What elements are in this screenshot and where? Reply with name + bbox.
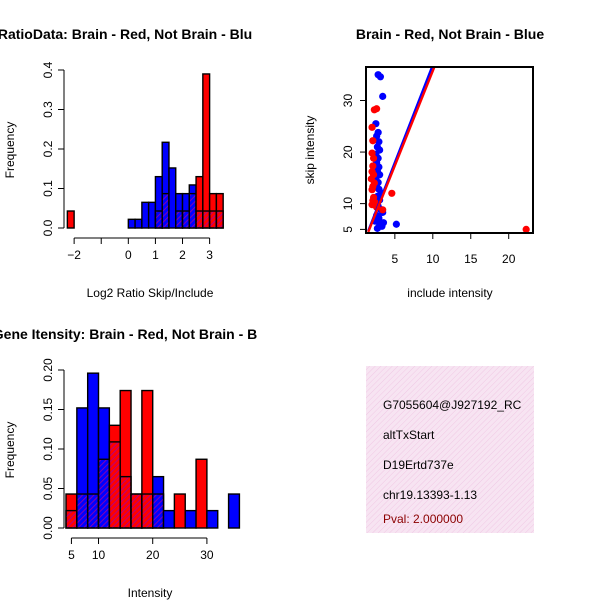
- histogram-bar-overlap: [76, 493, 89, 529]
- gene-intensity-histogram-bars: [65, 372, 241, 529]
- ratio-histogram-bars: [66, 73, 224, 229]
- gene-info-pval: Pval: 2.000000: [383, 512, 463, 526]
- gene-intensity-histogram-ylabel: Frequency: [3, 422, 17, 479]
- intensity-scatter-plot: [367, 67, 530, 233]
- gene-intensity-histogram-title: Gene Itensity: Brain - Red, Not Brain - …: [0, 326, 257, 342]
- y-tick-label: 0.3: [41, 101, 55, 118]
- histogram-bar-overlap: [154, 210, 163, 229]
- scatter-point-brain: [369, 154, 378, 162]
- x-tick-label: 5: [68, 548, 75, 562]
- histogram-bar-not-brain: [134, 218, 143, 229]
- gene-intensity-histogram-panel: Gene Itensity: Brain - Red, Not Brain - …: [0, 326, 257, 600]
- x-tick-label: 20: [146, 548, 160, 562]
- histogram-bar-brain: [173, 493, 186, 529]
- intensity-scatter-panel: Brain - Red, Not Brain - Blue 5 10 15 20 5 10…: [303, 26, 544, 300]
- histogram-bar-not-brain: [168, 167, 177, 229]
- histogram-bar-not-brain: [141, 201, 150, 229]
- histogram-bar-overlap: [130, 493, 143, 529]
- histogram-bar-overlap: [188, 192, 197, 229]
- histogram-bar-not-brain: [127, 218, 136, 229]
- intensity-scatter-axes: 5 10 15 20 5 10 20 30: [341, 94, 516, 266]
- histogram-bar-not-brain: [206, 509, 219, 529]
- scatter-point-brain: [369, 162, 377, 170]
- scatter-point-brain: [379, 206, 387, 214]
- ratio-histogram-ylabel: Frequency: [3, 122, 17, 179]
- y-tick-label: 0.00: [41, 516, 55, 540]
- histogram-bar-overlap: [119, 475, 132, 529]
- intensity-scatter-title: Brain - Red, Not Brain - Blue: [356, 26, 544, 42]
- histogram-bar-overlap: [181, 210, 190, 229]
- histogram-bar-overlap: [86, 493, 100, 529]
- y-tick-label: 0.15: [41, 397, 55, 421]
- histogram-bar-not-brain: [184, 509, 197, 529]
- ratio-histogram-xlabel: Log2 Ratio Skip/Include: [87, 286, 214, 300]
- scatter-point-not-brain: [378, 222, 386, 230]
- scatter-point-brain: [368, 186, 376, 194]
- y-tick-label: 5: [341, 226, 355, 233]
- y-tick-label: 0.1: [41, 180, 55, 197]
- x-tick-label: 10: [426, 252, 440, 266]
- histogram-bar-not-brain: [162, 509, 176, 529]
- scatter-point-brain: [373, 105, 381, 113]
- y-tick-label: 0.10: [41, 437, 55, 461]
- gene-info-id: G7055604@J927192_RC: [383, 398, 522, 412]
- y-tick-label: 0.4: [41, 61, 55, 78]
- gene-info-panel: G7055604@J927192_RC altTxStart D19Ertd73…: [366, 366, 534, 533]
- ratio-histogram-axes: −2 0 1 2 3 0.0 0.1 0.2 0.3 0.4: [41, 61, 213, 262]
- scatter-point-brain: [522, 225, 530, 233]
- histogram-bar-overlap: [65, 509, 78, 529]
- ratio-histogram-panel: RatioData: Brain - Red, Not Brain - Blu …: [0, 26, 252, 300]
- intensity-scatter-frame: [365, 66, 534, 234]
- histogram-bar-not-brain: [227, 493, 241, 529]
- y-tick-label: 10: [341, 197, 355, 211]
- y-tick-label: 0.20: [41, 358, 55, 382]
- x-tick-label: 30: [200, 548, 214, 562]
- histogram-bar-overlap: [161, 192, 170, 229]
- gene-info-gene-name: D19Ertd737e: [383, 458, 454, 472]
- scatter-point-brain: [369, 137, 377, 145]
- y-tick-label: 0.05: [41, 476, 55, 500]
- x-tick-label: 5: [392, 252, 399, 266]
- histogram-bar-overlap: [202, 210, 211, 229]
- y-tick-label: 0.0: [41, 219, 55, 236]
- intensity-scatter-xlabel: include intensity: [407, 286, 492, 300]
- histogram-bar-overlap: [195, 210, 204, 229]
- histogram-bar-overlap: [108, 441, 121, 529]
- histogram-bar-overlap: [152, 493, 165, 529]
- histogram-bar-overlap: [141, 493, 154, 529]
- x-tick-label: 3: [206, 248, 213, 262]
- y-tick-label: 0.2: [41, 140, 55, 157]
- scatter-point-not-brain: [392, 220, 400, 228]
- gene-intensity-histogram-axes: 5 10 20 30 0.00 0.05 0.10 0.15 0.20: [41, 358, 214, 562]
- intensity-scatter-ylabel: skip intensity: [303, 116, 317, 185]
- x-tick-label: 0: [125, 248, 132, 262]
- gene-info-background: [366, 366, 534, 533]
- fit-line-brain: [367, 67, 436, 233]
- histogram-bar-overlap: [208, 210, 218, 229]
- x-tick-label: −2: [67, 248, 81, 262]
- histogram-bar-overlap: [215, 210, 224, 229]
- histogram-bar-brain: [66, 210, 75, 229]
- x-tick-label: 15: [464, 252, 478, 266]
- y-tick-label: 20: [341, 145, 355, 159]
- x-tick-label: 20: [502, 252, 516, 266]
- scatter-point-brain: [388, 189, 396, 197]
- x-tick-label: 1: [152, 248, 159, 262]
- ratio-histogram-title: RatioData: Brain - Red, Not Brain - Blu: [0, 26, 252, 42]
- scatter-point-brain: [368, 123, 376, 131]
- histogram-bar-not-brain: [147, 201, 157, 229]
- gene-intensity-histogram-xlabel: Intensity: [128, 586, 173, 600]
- gene-info-location: chr19.13393-1.13: [383, 488, 477, 502]
- histogram-bar-brain: [202, 73, 211, 229]
- y-tick-label: 30: [341, 94, 355, 108]
- x-tick-label: 10: [92, 548, 106, 562]
- x-tick-label: 2: [179, 248, 186, 262]
- histogram-bar-overlap: [97, 458, 111, 529]
- scatter-point-not-brain: [379, 92, 387, 100]
- gene-info-event-type: altTxStart: [383, 428, 435, 442]
- histogram-bar-overlap: [175, 210, 184, 229]
- histogram-bar-brain: [195, 458, 208, 529]
- scatter-point-not-brain: [376, 73, 385, 81]
